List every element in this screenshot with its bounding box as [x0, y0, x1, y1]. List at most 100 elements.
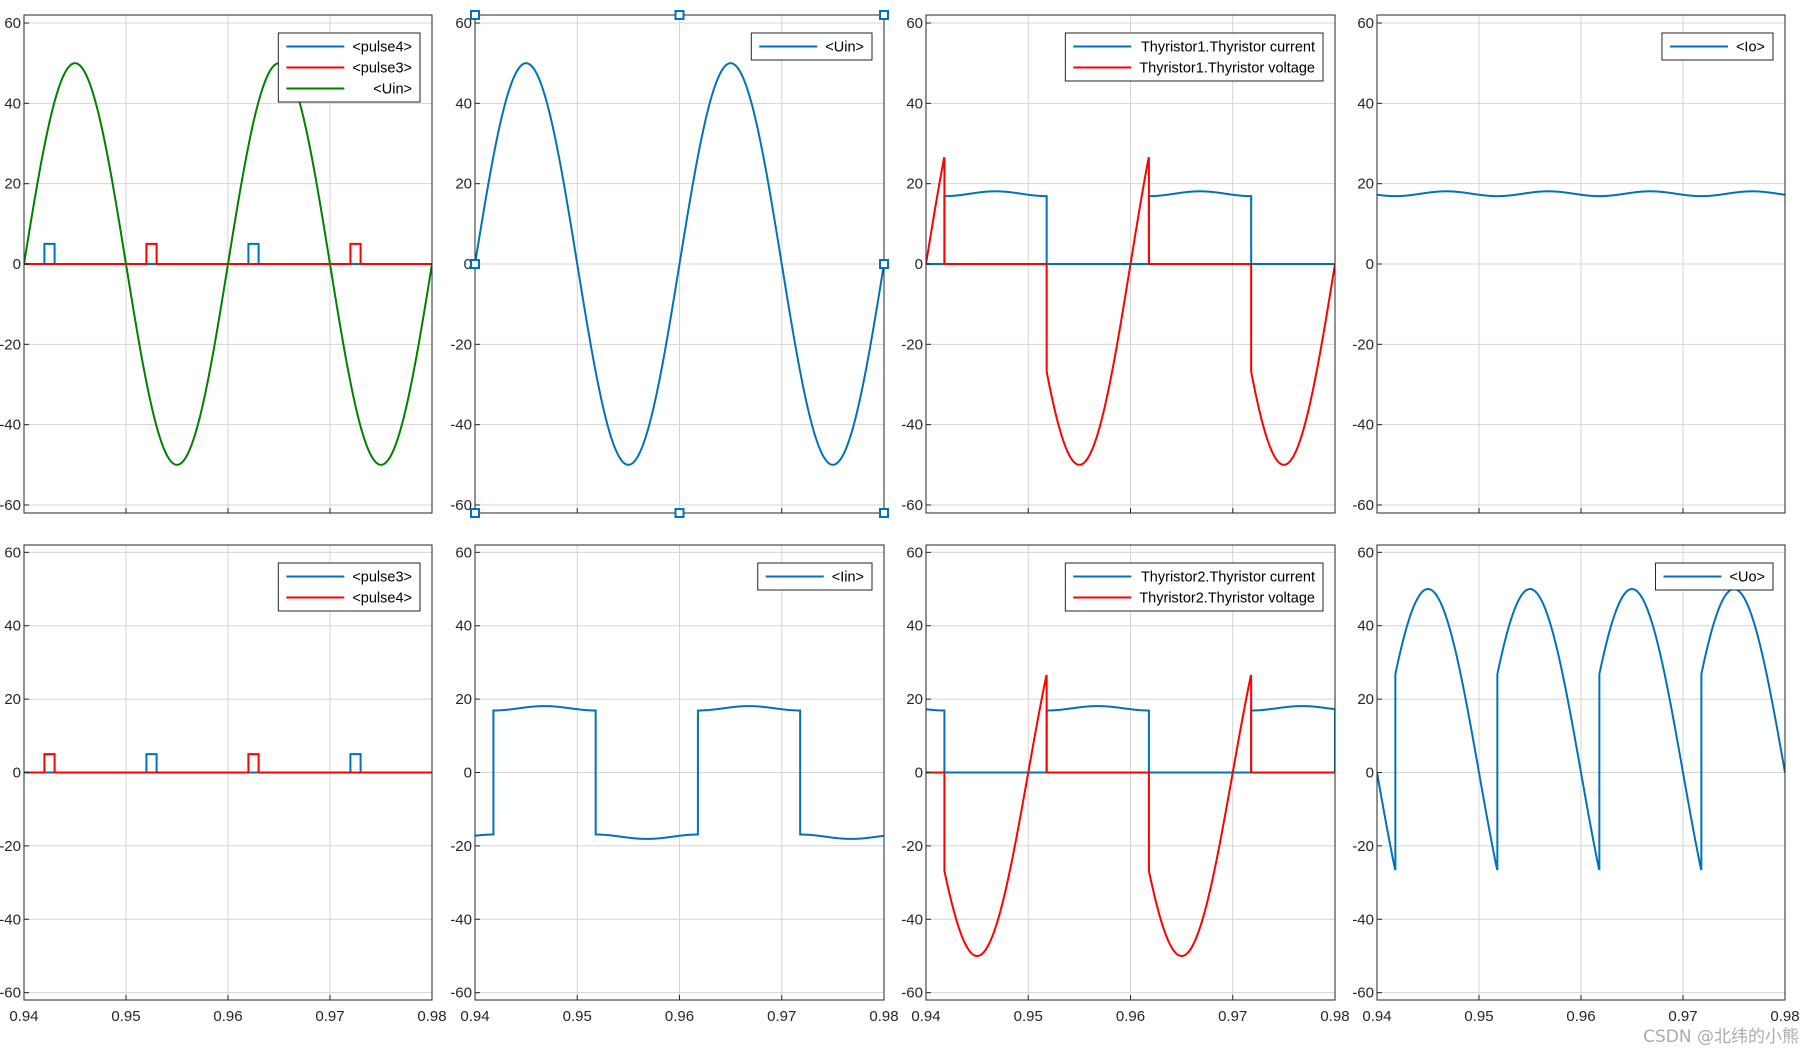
y-tick-label: -20 — [450, 838, 472, 855]
y-tick-label: 60 — [455, 15, 472, 32]
series-group — [475, 62, 884, 466]
x-tick-label: 0.95 — [1014, 1008, 1043, 1025]
y-tick-label: -20 — [0, 838, 21, 855]
x-tick-label: 0.95 — [111, 1008, 140, 1025]
selection-handle — [879, 508, 889, 518]
y-tick-label: -60 — [1352, 985, 1374, 1002]
y-tick-label: 20 — [906, 691, 923, 708]
legend: Thyristor2.Thyristor current Thyristor2.T… — [1064, 562, 1324, 612]
legend-box — [1064, 32, 1324, 82]
chart-panel-2: 60 40 20 0 -20 -40 -60 <Uin> — [450, 10, 889, 518]
x-tick-label: 0.94 — [9, 1008, 38, 1025]
y-tick-label: 60 — [4, 15, 21, 32]
x-tick-label: 0.95 — [1464, 1008, 1493, 1025]
chart-panel-8: 60 40 20 0 -20 -40 -60 0.94 0.95 0.96 0.97 0.98 <Uo> — [1352, 544, 1799, 1025]
chart-panel-4: 60 40 20 0 -20 -40 -60 <Io> — [1352, 14, 1786, 514]
x-tick-label: 0.98 — [1770, 1008, 1799, 1025]
series-line-1 — [1377, 588, 1785, 871]
y-tick-label: 40 — [1357, 95, 1374, 112]
series-line-2 — [24, 242, 432, 265]
selection-handle — [879, 10, 889, 20]
series-group — [926, 157, 1335, 466]
y-tick-label: 20 — [1357, 176, 1374, 193]
x-tick-label: 0.94 — [911, 1008, 940, 1025]
y-tick-label: -60 — [450, 985, 472, 1002]
y-tick-label: 60 — [1357, 544, 1374, 561]
y-tick-label: 0 — [464, 765, 472, 782]
y-tick-label: -40 — [1352, 417, 1374, 434]
y-tick-label: -40 — [450, 417, 472, 434]
y-tick-label: 0 — [915, 765, 923, 782]
y-tick-label: 20 — [1357, 691, 1374, 708]
y-tick-label: -20 — [901, 336, 923, 353]
chart-panel-3: 60 40 20 0 -20 -40 -60 Thyristor1.Thyristor cur… — [901, 14, 1336, 514]
y-tick-label: -60 — [450, 497, 472, 514]
legend: <Io> — [1661, 32, 1774, 61]
legend: <Uo> — [1655, 562, 1774, 591]
chart-panel-5: 60 40 20 0 -20 -40 -60 0.94 0.95 0.96 0.97 0.98 <pul… — [0, 544, 447, 1025]
x-tick-label: 0.94 — [1362, 1008, 1391, 1025]
y-tick-label: -60 — [1352, 497, 1374, 514]
series-line-2 — [926, 157, 1335, 466]
series-group — [24, 62, 432, 466]
legend-label: <Uo> — [1730, 570, 1765, 586]
y-tick-label: -40 — [1352, 911, 1374, 928]
selection-handle — [470, 10, 480, 20]
series-line-1 — [24, 242, 432, 265]
series-group — [475, 705, 884, 840]
y-tick-label: 20 — [455, 691, 472, 708]
legend-label: <Uin> — [373, 82, 412, 98]
series-group — [1377, 190, 1785, 198]
y-tick-label: 20 — [906, 176, 923, 193]
y-tick-label: 20 — [4, 176, 21, 193]
selection-handle — [674, 10, 685, 20]
y-tick-label: -60 — [0, 985, 21, 1002]
watermark: CSDN @北纬的小熊 — [1643, 1027, 1799, 1047]
series-line-1 — [1377, 190, 1785, 198]
y-tick-label: 0 — [915, 256, 923, 273]
y-tick-label: 0 — [13, 256, 21, 273]
y-tick-label: -40 — [450, 911, 472, 928]
legend-label: <Uin> — [825, 40, 864, 56]
series-group — [24, 753, 432, 774]
legend: Thyristor1.Thyristor current Thyristor1.T… — [1064, 32, 1324, 82]
x-tick-label: 0.98 — [1320, 1008, 1349, 1025]
x-tick-label: 0.94 — [460, 1008, 489, 1025]
legend: <Uin> — [750, 32, 873, 61]
y-tick-label: -40 — [901, 417, 923, 434]
y-tick-label: 40 — [4, 95, 21, 112]
x-tick-label: 0.97 — [767, 1008, 796, 1025]
series-line-2 — [24, 753, 432, 774]
y-tick-label: 40 — [906, 95, 923, 112]
y-tick-label: 40 — [4, 618, 21, 635]
x-tick-label: 0.97 — [315, 1008, 344, 1025]
y-tick-label: 60 — [906, 544, 923, 561]
legend-label: Thyristor1.Thyristor voltage — [1139, 61, 1315, 77]
x-tick-label: 0.96 — [1566, 1008, 1595, 1025]
y-tick-label: -40 — [0, 911, 21, 928]
y-tick-label: 60 — [1357, 15, 1374, 32]
y-tick-label: -20 — [1352, 336, 1374, 353]
y-tick-label: 0 — [13, 765, 21, 782]
x-tick-label: 0.97 — [1218, 1008, 1247, 1025]
x-tick-label: 0.98 — [869, 1008, 898, 1025]
y-tick-label: 60 — [455, 544, 472, 561]
x-tick-label: 0.98 — [417, 1008, 446, 1025]
legend-label: <Iin> — [832, 570, 864, 586]
selection-handle — [674, 508, 685, 518]
legend-label: <pulse3> — [352, 61, 412, 77]
y-tick-label: -60 — [901, 497, 923, 514]
y-tick-label: 20 — [455, 176, 472, 193]
y-tick-label: 0 — [1366, 256, 1374, 273]
legend-label: <pulse3> — [352, 570, 412, 586]
y-tick-label: 20 — [4, 691, 21, 708]
series-line-1 — [475, 705, 884, 840]
legend: <pulse4> <pulse3> <Uin> — [277, 32, 421, 103]
legend-label: <pulse4> — [352, 40, 412, 56]
chart-panel-1: 60 40 20 0 -20 -40 -60 <pulse4> <pulse3> <Uin> — [0, 14, 433, 514]
legend-box — [1064, 562, 1324, 612]
legend: <pulse3> <pulse4> — [277, 562, 421, 612]
series-line-1 — [24, 753, 432, 774]
selection-handle — [470, 259, 480, 269]
